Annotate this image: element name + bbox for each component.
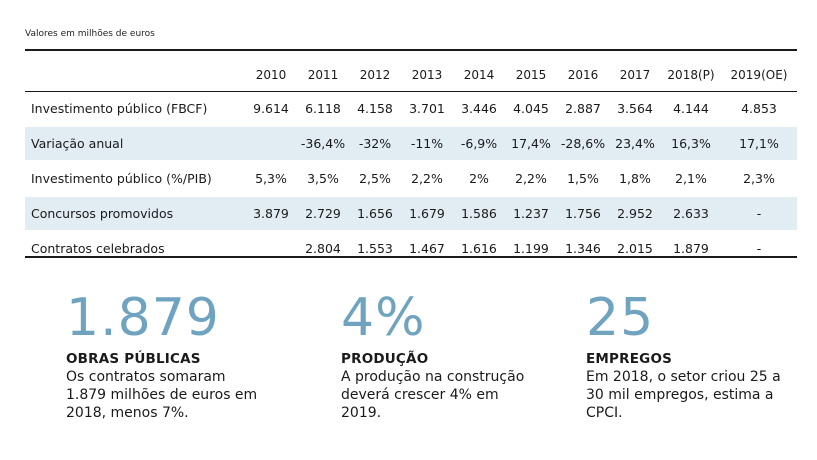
table-cell: 6.118	[297, 91, 349, 127]
table-cell: 1.679	[401, 196, 453, 232]
table-cell	[245, 231, 297, 265]
stat-value: 4%	[341, 288, 426, 348]
table-cell: -	[756, 241, 762, 256]
year-header: 2011	[307, 67, 339, 82]
table-cell: 3.701	[401, 91, 453, 127]
table-cell: 2,3%	[721, 161, 797, 197]
table-cell: 3.564	[609, 91, 661, 127]
table-cell: 9.614	[245, 91, 297, 127]
units-note: Valores em milhões de euros	[25, 29, 155, 39]
table-cell: -	[721, 196, 797, 232]
table-cell: 1.616	[461, 241, 497, 256]
table-cell: 4.045	[505, 91, 557, 127]
table-cell: -11%	[401, 126, 453, 162]
table-cell: 2,5%	[349, 161, 401, 197]
table-cell: -6,9%	[453, 126, 505, 162]
table-cell: 3,5%	[297, 161, 349, 197]
table-cell: 1.586	[453, 196, 505, 232]
table-cell: -36,4%	[297, 126, 349, 162]
year-header: 2014	[463, 67, 495, 82]
stat-heading: EMPREGOS	[586, 351, 673, 367]
table-cell: 1.656	[349, 196, 401, 232]
table-cell: 4.853	[721, 91, 797, 127]
year-header: 2018(P)	[667, 67, 715, 82]
table-row: Contratos celebrados 2.804 1.553 1.467 1.616…	[25, 231, 797, 265]
table-cell: 1,5%	[557, 161, 609, 197]
table-cell: -28,6%	[557, 126, 609, 162]
year-header: 2010	[255, 67, 287, 82]
table-cell: 2.804	[305, 241, 341, 256]
table-cell: 1.346	[565, 241, 601, 256]
stat-value: 25	[586, 288, 655, 348]
table-cell: 2.952	[609, 196, 661, 232]
table-cell: 17,1%	[721, 126, 797, 162]
stat-description: Em 2018, o setor criou 25 a 30 mil empre…	[586, 369, 781, 421]
data-table: 2010 2011 2012 2013 2014 2015 2016 2017 2018(P) 2…	[25, 58, 797, 265]
table-header-row: 2010 2011 2012 2013 2014 2015 2016 2017 2018(P) 2…	[25, 58, 797, 92]
table-cell: 5,3%	[245, 161, 297, 197]
table-cell: 1.467	[409, 241, 445, 256]
table-cell: 2.633	[661, 196, 721, 232]
year-header: 2012	[359, 67, 391, 82]
table-cell: 3.879	[245, 196, 297, 232]
year-header: 2017	[619, 67, 651, 82]
table-cell: 2%	[453, 161, 505, 197]
year-header: 2015	[515, 67, 547, 82]
table-cell: 2.887	[557, 91, 609, 127]
table-cell: 1.237	[505, 196, 557, 232]
table-cell: 1.553	[357, 241, 393, 256]
table-row: Investimento público (%/PIB) 5,3% 3,5% 2,5%…	[25, 161, 797, 197]
stat-heading: OBRAS PÚBLICAS	[66, 351, 201, 367]
table-bottom-rule	[25, 256, 797, 258]
row-label: Contratos celebrados	[31, 241, 165, 256]
table-cell: 4.158	[349, 91, 401, 127]
table-cell: 2,2%	[505, 161, 557, 197]
table-cell: 2,2%	[401, 161, 453, 197]
table-cell: 4.144	[661, 91, 721, 127]
stat-value: 1.879	[66, 288, 220, 348]
table-cell: -32%	[349, 126, 401, 162]
year-header: 2013	[411, 67, 443, 82]
table-row: Investimento público (FBCF) 9.614 6.118 4.1…	[25, 91, 797, 127]
stat-heading: PRODUÇÃO	[341, 351, 429, 367]
year-header: 2019(OE)	[730, 67, 788, 82]
stat-card-obras-publicas: 1.879 OBRAS PÚBLICAS Os contratos somara…	[66, 288, 296, 422]
table-cell: 1.756	[557, 196, 609, 232]
row-label: Investimento público (%/PIB)	[25, 161, 245, 197]
year-header: 2016	[567, 67, 599, 82]
stat-card-producao: 4% PRODUÇÃO A produção na construção dev…	[341, 288, 571, 422]
table-row: Variação anual -36,4% -32% -11% -6,9% 17,4% -2…	[25, 126, 797, 162]
table-cell: 17,4%	[505, 126, 557, 162]
table-cell: 1,8%	[609, 161, 661, 197]
table-cell: 2,1%	[661, 161, 721, 197]
table-cell: 2.729	[297, 196, 349, 232]
table-cell: 16,3%	[661, 126, 721, 162]
stat-description: Os contratos somaram 1.879 milhões de eu…	[66, 369, 258, 421]
table-cell: 1.879	[673, 241, 709, 256]
table-cell	[245, 126, 297, 162]
table-top-rule	[25, 49, 797, 51]
table-row: Concursos promovidos 3.879 2.729 1.656 1.679…	[25, 196, 797, 232]
table-cell: 1.199	[513, 241, 549, 256]
stat-card-empregos: 25 EMPREGOS Em 2018, o setor criou 25 a …	[586, 288, 816, 422]
row-label: Concursos promovidos	[25, 196, 245, 232]
table-cell: 23,4%	[609, 126, 661, 162]
stat-description: A produção na construção deverá crescer …	[341, 369, 525, 421]
row-label: Investimento público (FBCF)	[25, 91, 245, 127]
header-label-cell	[25, 58, 245, 92]
row-label: Variação anual	[25, 126, 245, 162]
table-cell: 2.015	[617, 241, 653, 256]
table-cell: 3.446	[453, 91, 505, 127]
